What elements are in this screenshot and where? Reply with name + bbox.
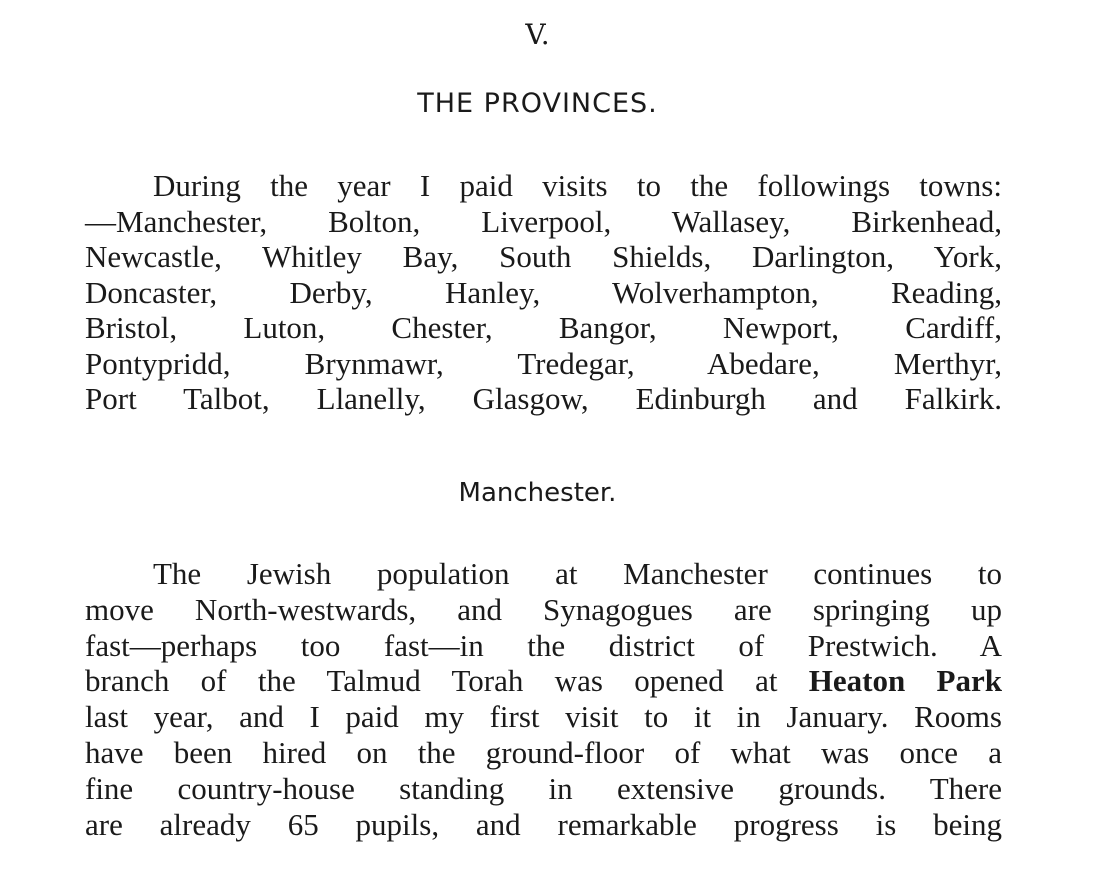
text-line: Port Talbot, Llanelly, Glasgow, Edinburg… xyxy=(85,381,1002,416)
text-line: have been hired on the ground-floor of w… xyxy=(85,734,1002,770)
towns-paragraph: During the year I paid visits to the fol… xyxy=(85,168,1002,417)
text-line: branch of the Talmud Torah was opened at… xyxy=(85,663,1002,699)
text-line: Doncaster, Derby, Hanley, Wolverhampton,… xyxy=(85,274,1002,310)
chapter-numeral: V. xyxy=(525,18,550,51)
section-heading: Manchester. xyxy=(458,478,617,508)
text-line: are already 65 pupils, and remarkable pr… xyxy=(85,806,1002,842)
text-line: last year, and I paid my first visit to … xyxy=(85,699,1002,735)
manchester-paragraph: The Jewish population at Manchester cont… xyxy=(85,556,1002,842)
text-line: During the year I paid visits to the fol… xyxy=(153,168,1002,203)
text-line: fine country-house standing in extensive… xyxy=(85,770,1002,806)
chapter-title: THE PROVINCES. xyxy=(417,88,658,119)
text-line: The Jewish population at Manchester cont… xyxy=(153,556,1002,591)
text-line: move North-westwards, and Synagogues are… xyxy=(85,591,1002,627)
bold-place-name: Heaton Park xyxy=(808,663,1002,699)
text-line: fast—perhaps too fast—in the district of… xyxy=(85,627,1002,663)
text-line: Newcastle, Whitley Bay, South Shields, D… xyxy=(85,239,1002,274)
text-line: Pontypridd, Brynmawr, Tredegar, Abedare,… xyxy=(85,345,1002,381)
text-segment: branch of the Talmud Torah was opened at xyxy=(85,663,809,699)
text-line: Bristol, Luton, Chester, Bangor, Newport… xyxy=(85,310,1002,345)
text-line: —Manchester, Bolton, Liverpool, Wallasey… xyxy=(85,203,1002,239)
